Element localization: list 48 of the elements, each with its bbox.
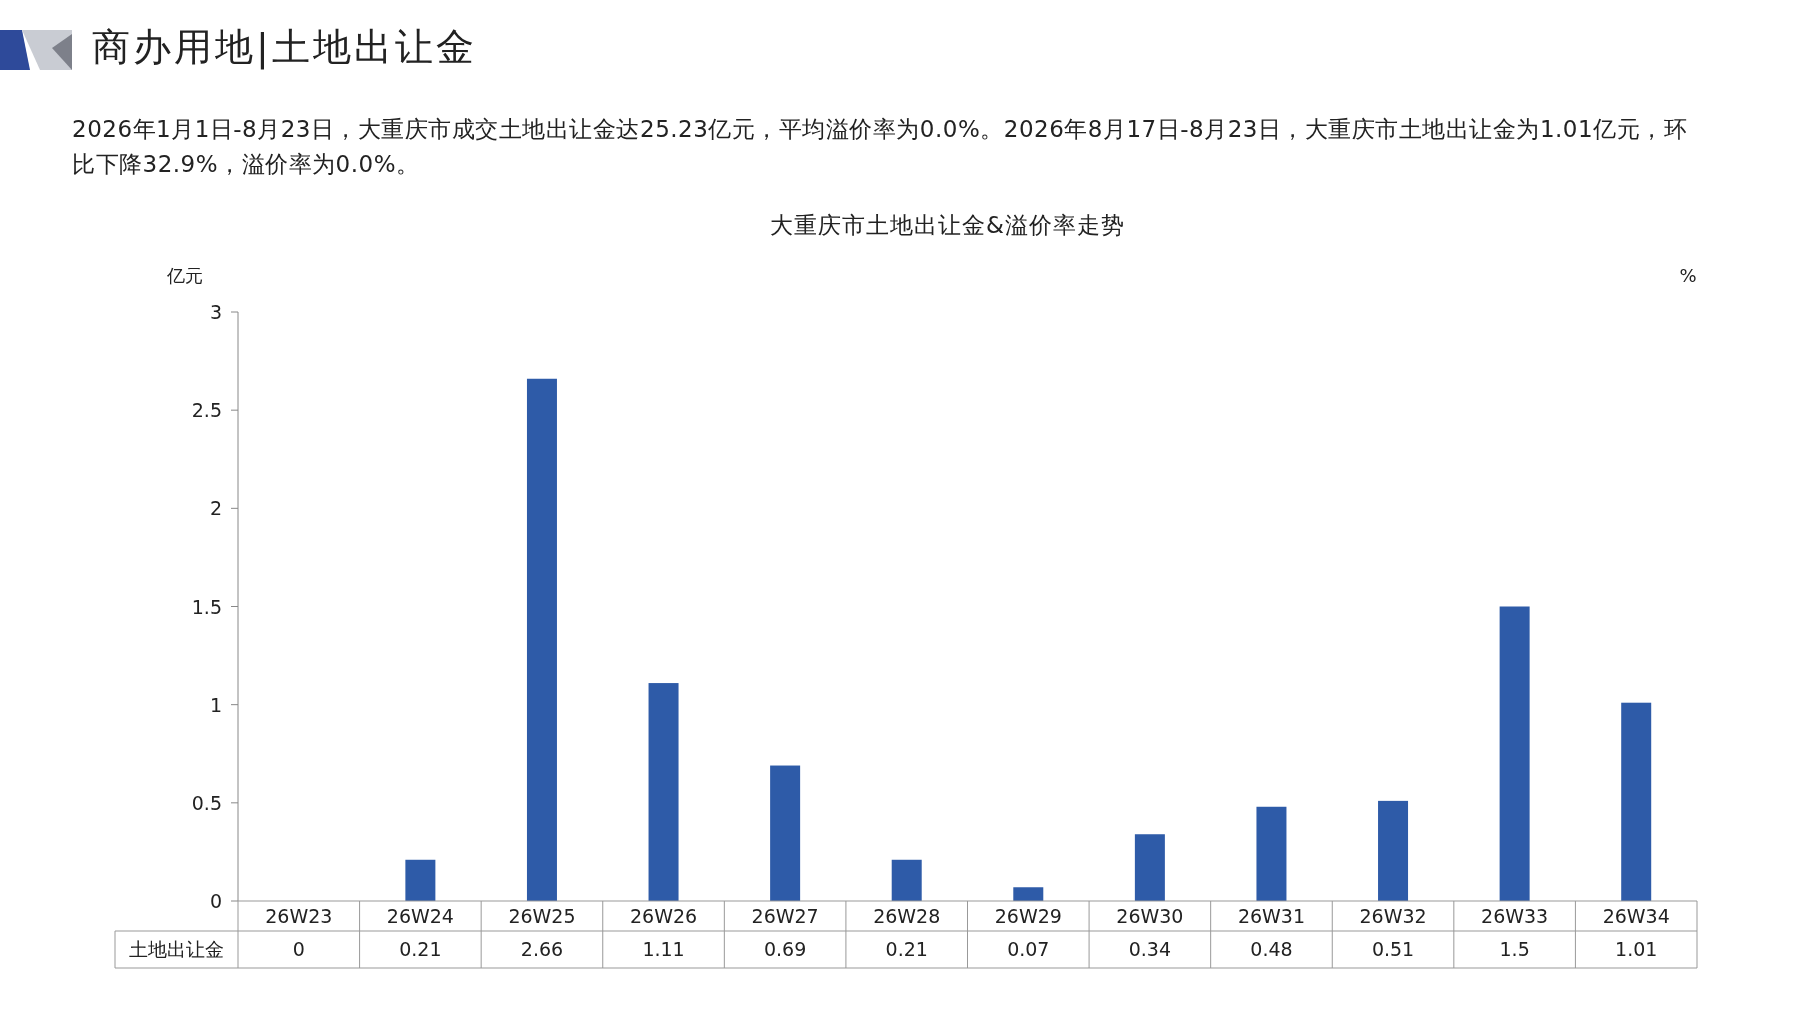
data-label: 0.07 [1007, 938, 1050, 960]
data-label: 1.11 [642, 938, 685, 960]
bar [1134, 834, 1165, 901]
y-tick-label: 3 [209, 301, 222, 323]
x-tick-label: 26W28 [873, 905, 941, 927]
bar [405, 859, 436, 901]
chart-title: 商办用地|土地出让金 [92, 24, 477, 72]
data-label: 0.21 [399, 938, 442, 960]
data-label: 0.51 [1371, 938, 1415, 960]
y2-axis-title: % [1679, 265, 1697, 286]
x-tick-label: 26W30 [1116, 905, 1184, 927]
x-tick-label: 26W29 [994, 905, 1062, 927]
text: 土地出让金 [129, 938, 224, 960]
bar [526, 378, 557, 901]
y-tick-label: 1.5 [191, 595, 222, 618]
y-tick-label: 0 [209, 890, 222, 912]
x-tick-label: 26W24 [386, 905, 454, 927]
bar [1378, 800, 1409, 901]
y-tick-label: 0.5 [191, 791, 222, 814]
y-tick-label: 1 [209, 693, 222, 716]
x-tick-label: 26W27 [751, 905, 819, 927]
y-axis-title: 亿元 [166, 265, 203, 286]
data-label: 0.34 [1128, 938, 1172, 960]
text: 大重庆市土地出让金&溢价率走势 [770, 212, 1125, 238]
bar [1499, 606, 1530, 901]
bar [770, 765, 801, 901]
x-tick-label: 26W33 [1481, 905, 1549, 927]
chart-subtitle: 2026年1月1日-8月23日，大重庆市成交土地出让金达25.23亿元，平均溢价率为0.0%。2026年8月17日-8月23日，大重庆市土地出让金为1.01亿元，环比下降32.9%，溢价率为0.0%。 [72, 115, 1689, 179]
y-tick-label: 2.5 [191, 399, 222, 422]
data-label: 0.48 [1250, 938, 1293, 960]
x-tick-label: 26W23 [265, 905, 333, 927]
bar [648, 683, 679, 901]
x-tick-label: 26W34 [1602, 905, 1670, 927]
x-tick-label: 26W31 [1237, 905, 1306, 927]
x-tick-label: 26W32 [1359, 905, 1427, 927]
bar [1013, 887, 1044, 901]
x-tick-label: 26W25 [508, 905, 576, 927]
bar [891, 859, 922, 901]
bar [1256, 806, 1287, 901]
data-label: 2.66 [520, 938, 564, 960]
data-label: 1.5 [1499, 938, 1530, 960]
data-label: 0 [292, 938, 305, 960]
x-tick-label: 26W26 [629, 905, 698, 927]
data-label: 0.21 [885, 938, 928, 960]
data-label: 0.69 [763, 938, 807, 960]
bar [1621, 702, 1652, 901]
data-label: 1.01 [1615, 938, 1658, 960]
y-tick-label: 2 [209, 497, 222, 520]
